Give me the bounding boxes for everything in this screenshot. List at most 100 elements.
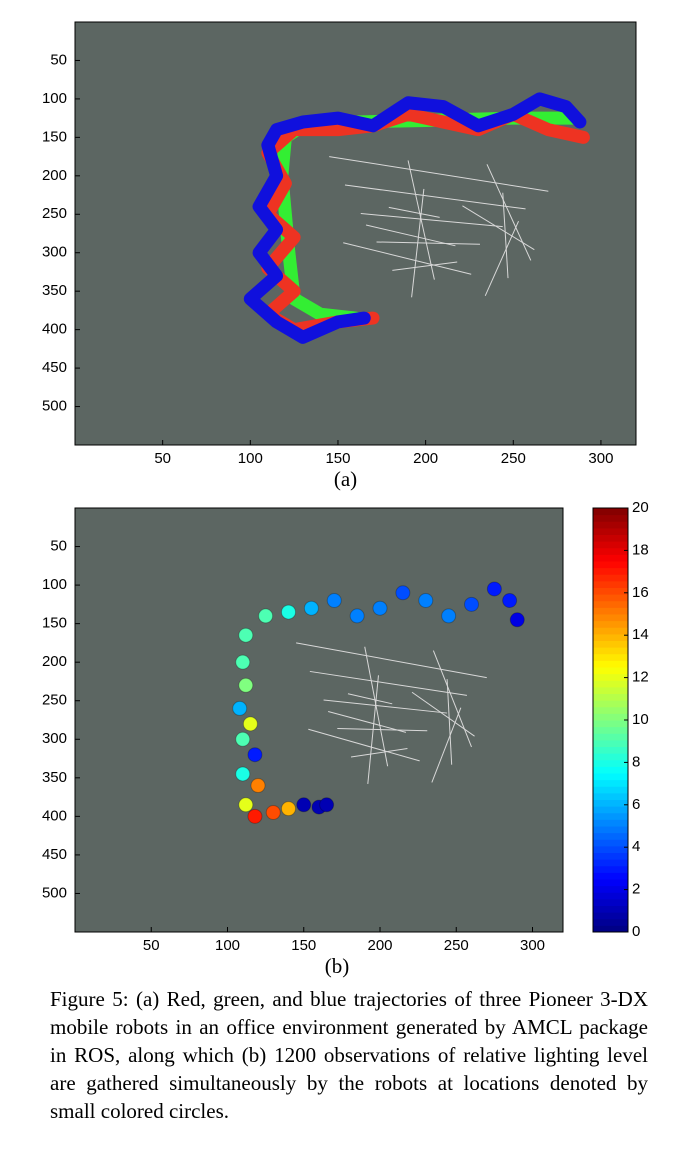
- y-tick-label: 400: [42, 807, 67, 824]
- scan-line: [337, 727, 428, 732]
- y-tick-label: 100: [42, 576, 67, 593]
- panel-caption: (b): [325, 954, 350, 978]
- observation: [486, 581, 502, 597]
- scan-line: [462, 205, 535, 251]
- observation: [242, 716, 258, 732]
- colorbar-cell: [593, 773, 628, 781]
- scan-line: [484, 220, 519, 297]
- observation: [232, 700, 248, 716]
- x-tick-label: 200: [413, 450, 438, 467]
- colorbar-tick-label: 12: [632, 669, 649, 686]
- colorbar-cell: [593, 733, 628, 741]
- scan-line: [308, 728, 420, 762]
- trajectory: [243, 92, 587, 344]
- x-tick-label: 50: [143, 937, 160, 954]
- colorbar-tick-label: 10: [632, 711, 649, 728]
- observation: [326, 593, 342, 609]
- colorbar-cell: [593, 620, 628, 628]
- figure: 50 100 150 200 250 30050100150200250300350400…: [42, 21, 649, 978]
- colorbar-cell: [593, 534, 628, 542]
- observation: [281, 604, 296, 620]
- colorbar-cell: [593, 852, 628, 860]
- scan-line: [360, 213, 503, 228]
- colorbar-cell: [593, 686, 628, 694]
- colorbar-cell: [593, 673, 628, 681]
- colorbar-cell: [593, 680, 628, 688]
- colorbar-cell: [593, 799, 628, 807]
- colorbar-cell: [593, 554, 628, 562]
- colorbar-cell: [593, 647, 628, 655]
- observation: [281, 801, 296, 817]
- colorbar-cell: [593, 806, 628, 814]
- scan-line: [367, 675, 379, 785]
- observation: [441, 608, 457, 624]
- colorbar-cell: [593, 746, 628, 754]
- observation: [258, 608, 274, 624]
- colorbar-cell: [593, 547, 628, 555]
- colorbar-cell: [593, 607, 628, 615]
- scan-line: [407, 160, 435, 280]
- scan-line: [486, 164, 532, 261]
- colorbar-cell: [593, 713, 628, 721]
- colorbar-cell: [593, 859, 628, 867]
- panel-caption: (a): [334, 467, 357, 491]
- scan-line: [446, 679, 453, 765]
- axes-frame: [74, 507, 564, 933]
- scan-line: [350, 748, 408, 758]
- y-tick-label: 250: [42, 205, 67, 222]
- colorbar-cell: [593, 633, 628, 641]
- x-tick-label: 100: [238, 450, 263, 467]
- x-tick-label: 50: [154, 450, 171, 467]
- observation: [238, 677, 254, 693]
- scan-line: [411, 188, 425, 298]
- colorbar-cell: [593, 786, 628, 794]
- colorbar-cell: [593, 521, 628, 529]
- observation: [238, 627, 254, 643]
- colorbar-cell: [593, 792, 628, 800]
- colorbar-cell: [593, 653, 628, 661]
- colorbar-tick-label: 16: [632, 584, 649, 601]
- colorbar-cell: [593, 726, 628, 734]
- y-tick-label: 300: [42, 730, 67, 747]
- scan-line: [432, 650, 472, 748]
- y-tick-label: 50: [50, 51, 67, 68]
- colorbar-cell: [593, 567, 628, 575]
- colorbar-tick-label: 4: [632, 838, 640, 855]
- observation: [247, 808, 263, 824]
- colorbar-cell: [593, 640, 628, 648]
- observation: [319, 797, 335, 813]
- observation: [250, 778, 266, 794]
- x-tick-label: 150: [325, 450, 350, 467]
- scan-line: [502, 192, 509, 279]
- scan-line: [347, 693, 393, 705]
- observation: [502, 593, 518, 609]
- colorbar-cell: [593, 693, 628, 701]
- colorbar-tick-label: 14: [632, 626, 649, 643]
- x-tick-label: 100: [215, 937, 240, 954]
- y-tick-label: 450: [42, 359, 67, 376]
- colorbar-cell: [593, 541, 628, 549]
- y-tick-label: 350: [42, 282, 67, 299]
- colorbar-cell: [593, 667, 628, 675]
- colorbar-cell: [593, 905, 628, 913]
- scan-line: [328, 711, 407, 733]
- scan-line: [365, 224, 456, 247]
- colorbar-cell: [593, 720, 628, 728]
- colorbar-cell: [593, 779, 628, 787]
- colorbar-cell: [593, 587, 628, 595]
- observation: [265, 805, 281, 821]
- colorbar-cell: [593, 739, 628, 747]
- colorbar-cell: [593, 872, 628, 880]
- y-tick-label: 450: [42, 846, 67, 863]
- observation: [235, 654, 251, 670]
- observation: [247, 747, 263, 763]
- y-tick-label: 150: [42, 128, 67, 145]
- scan-line: [344, 184, 526, 210]
- observation: [303, 600, 319, 616]
- colorbar-cell: [593, 845, 628, 853]
- observation: [349, 608, 365, 624]
- y-tick-label: 500: [42, 884, 67, 901]
- y-tick-label: 200: [42, 653, 67, 670]
- scan-line: [431, 707, 462, 783]
